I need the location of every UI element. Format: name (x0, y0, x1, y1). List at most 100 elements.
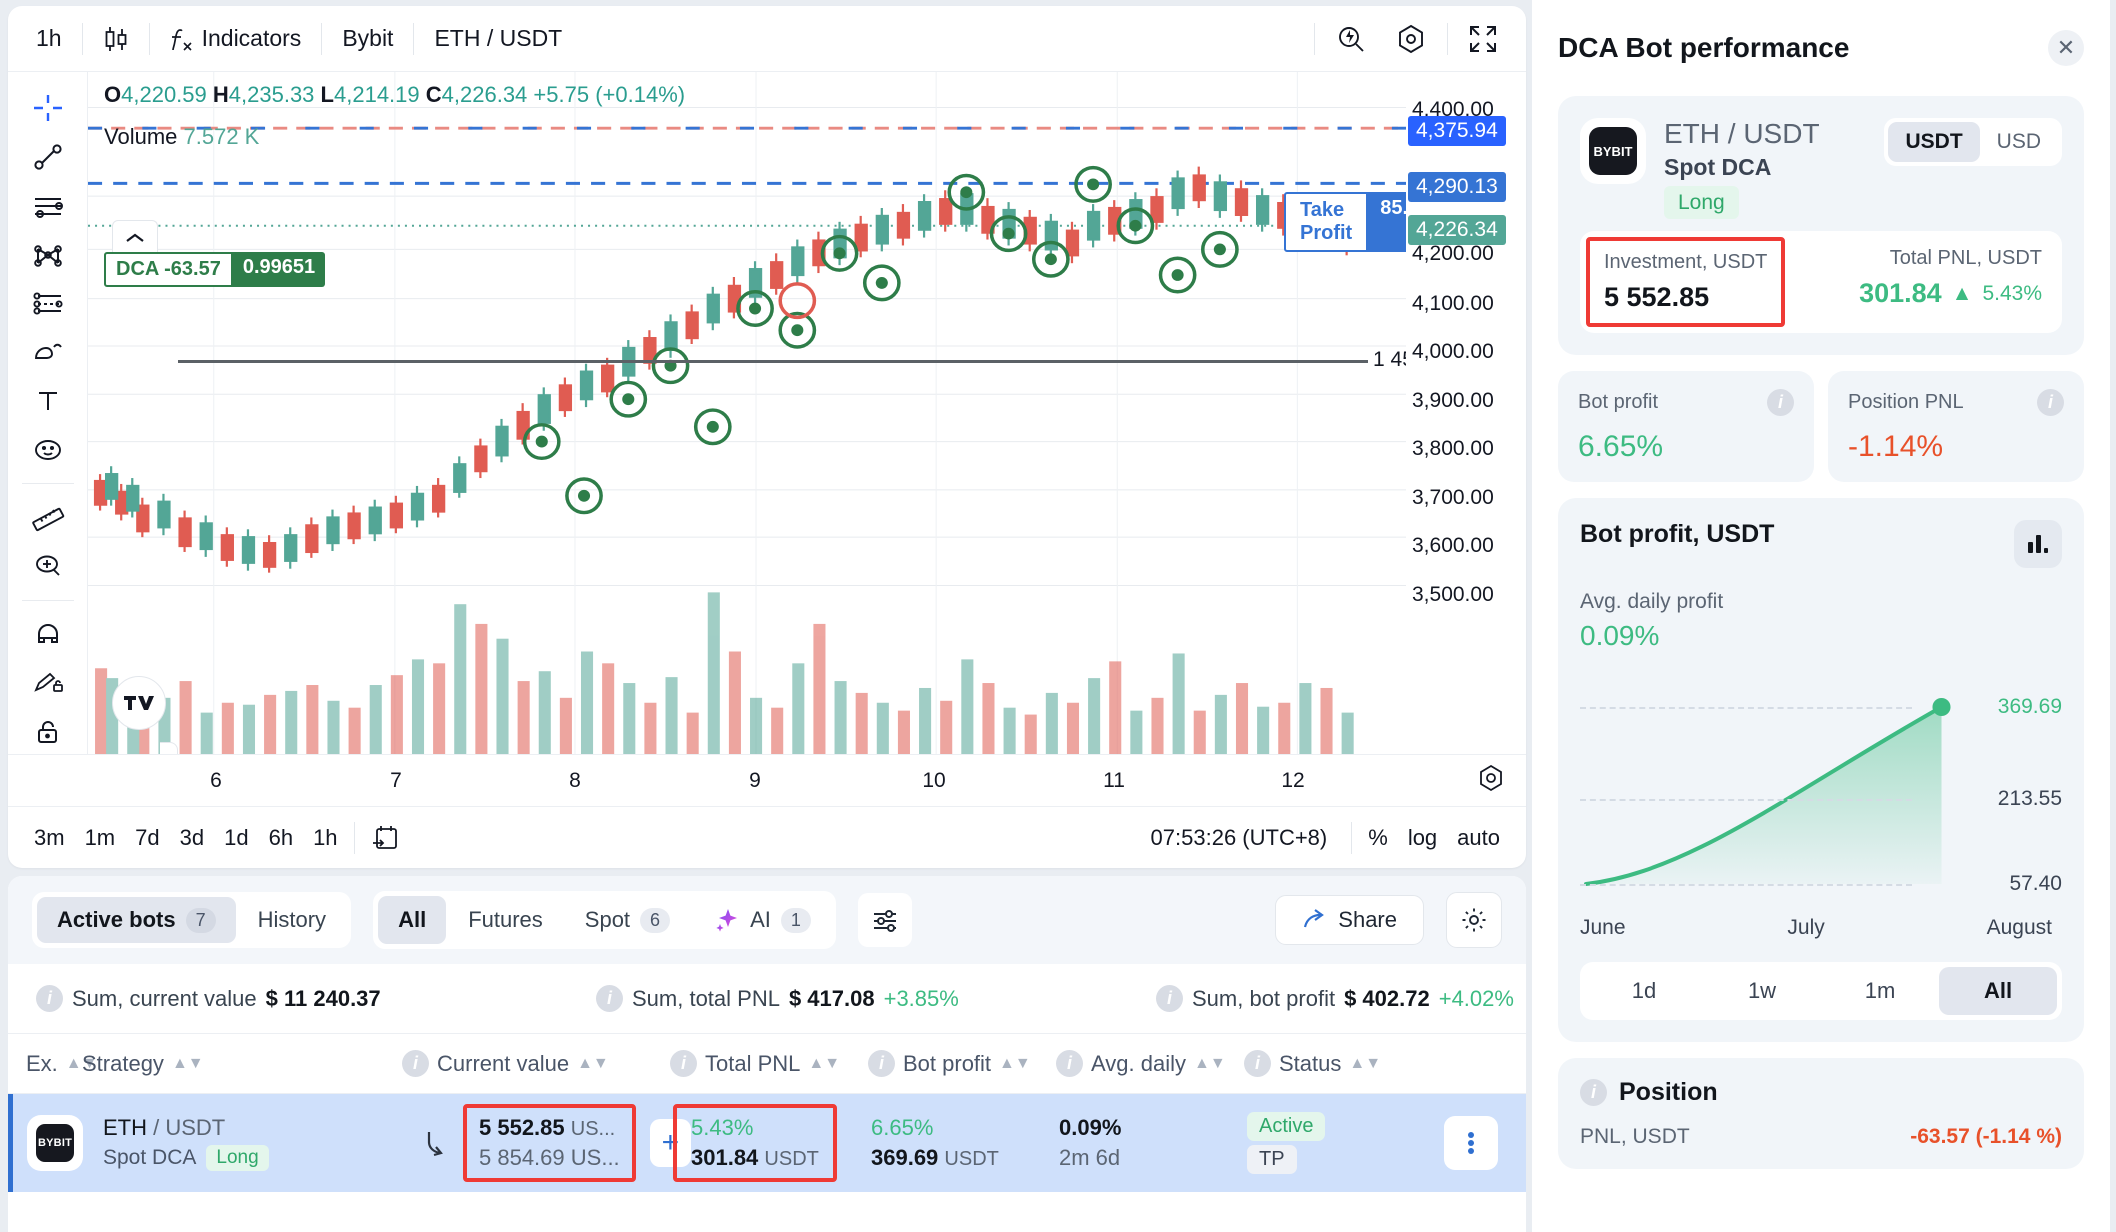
sliders-icon[interactable] (857, 893, 912, 947)
hexagon-settings-icon[interactable] (1381, 15, 1441, 63)
toolbar-divider-2 (148, 22, 150, 55)
info-icon[interactable]: i (2037, 389, 2064, 416)
column-strategy[interactable]: Strategy ▲▼ (82, 1051, 402, 1077)
indicators-button[interactable]: Indicators (156, 17, 316, 61)
panel-side-badge: Long (1664, 186, 1739, 219)
close-icon[interactable]: ✕ (2048, 30, 2084, 66)
trend-line-icon[interactable] (19, 135, 77, 180)
pair-info: ETH / USDT Spot DCA Long (1664, 118, 1820, 219)
brush-icon[interactable] (19, 330, 77, 375)
month-august: August (1986, 916, 2052, 939)
gridline-top (1580, 707, 1912, 709)
info-icon[interactable]: i (1056, 1050, 1083, 1077)
table-row[interactable]: BYBIT ETH / USDT Spot DCA Long (8, 1094, 1526, 1192)
take-profit-label: Take Profit (1284, 192, 1369, 252)
reset-chart-icon[interactable] (1476, 763, 1506, 798)
volume-legend[interactable]: Volume 7.572 K (104, 124, 259, 150)
ruler-icon[interactable] (19, 495, 77, 540)
exchange-button[interactable]: Bybit (342, 25, 394, 51)
emoji-icon[interactable] (19, 428, 77, 473)
filter-futures[interactable]: Futures (468, 907, 543, 932)
pitchfork-icon[interactable] (19, 232, 77, 277)
info-icon[interactable]: i (670, 1050, 697, 1077)
price-axis[interactable]: 4,400.00 4,375.94 4,290.13 4,226.34 4,20… (1406, 72, 1526, 754)
timeframe-1m[interactable]: 1m (84, 824, 116, 850)
collapse-sidebar-handle[interactable] (160, 742, 178, 754)
timeframe-3m[interactable]: 3m (34, 824, 65, 850)
bot-profit-unit: USDT (944, 1148, 999, 1170)
currency-usd[interactable]: USD (1996, 130, 2041, 153)
info-icon[interactable]: i (868, 1050, 895, 1077)
stay-in-drawing-icon[interactable] (19, 660, 77, 705)
column-bot-profit[interactable]: i Bot profit ▲▼ (868, 1050, 1056, 1077)
timeframe-6h[interactable]: 6h (268, 824, 294, 850)
info-icon[interactable]: i (1767, 389, 1794, 416)
toolbar-divider-4 (413, 22, 415, 55)
timeframe-3d[interactable]: 3d (179, 824, 205, 850)
filter-spot[interactable]: Spot 6 (565, 896, 690, 944)
info-icon[interactable]: i (36, 985, 63, 1012)
currency-toggle: USDT USD (1884, 118, 2062, 166)
interval-button[interactable]: 1h (36, 25, 62, 51)
timeframe-1d[interactable]: 1d (224, 824, 249, 850)
kebab-menu-icon[interactable] (1444, 1116, 1498, 1170)
info-icon[interactable]: i (1244, 1050, 1271, 1077)
info-icon[interactable]: i (596, 985, 623, 1012)
range-1m[interactable]: 1m (1864, 978, 1896, 1003)
magnet-icon[interactable] (19, 612, 77, 657)
axis-label: 4,400.00 (1412, 98, 1494, 121)
column-avg-daily[interactable]: i Avg. daily ▲▼ (1056, 1050, 1244, 1077)
ohlc-readout: O4,220.59 H4,235.33 L4,214.19 C4,226.34 … (104, 82, 685, 108)
scale-percent[interactable]: % (1368, 824, 1388, 850)
total-pnl-label: Total PNL, USDT (1889, 247, 2042, 269)
calendar-goto-icon[interactable] (361, 817, 411, 859)
range-1w[interactable]: 1w (1747, 978, 1777, 1003)
take-profit-value: 85.5 (1368, 192, 1406, 252)
timeframe-7d[interactable]: 7d (135, 824, 160, 850)
column-status[interactable]: i Status ▲▼ (1244, 1050, 1381, 1077)
dca-collapse-toggle[interactable] (112, 220, 158, 254)
ohlc-c-label: C (425, 82, 442, 107)
take-profit-tag[interactable]: Take Profit 85.5 (1284, 192, 1406, 252)
timeframe-1h[interactable]: 1h (313, 824, 338, 850)
bots-filters: All Futures Spot 6 (373, 891, 836, 949)
crosshair-icon[interactable] (19, 86, 77, 131)
filter-ai[interactable]: AI 1 (692, 896, 831, 944)
tab-history[interactable]: History (257, 907, 327, 932)
tradingview-logo-icon[interactable] (112, 676, 166, 730)
lightning-search-icon[interactable] (1321, 15, 1381, 63)
fib-retracement-icon[interactable] (19, 281, 77, 326)
panel-pair-quote: / USDT (1727, 118, 1820, 149)
column-total-pnl[interactable]: i Total PNL ▲▼ (670, 1050, 868, 1077)
text-icon[interactable] (19, 379, 77, 424)
range-1d[interactable]: 1d (1631, 978, 1657, 1003)
lock-drawings-icon[interactable] (19, 709, 77, 754)
scale-auto[interactable]: auto (1457, 824, 1500, 850)
tab-active-bots[interactable]: Active bots 7 (37, 897, 236, 943)
share-button[interactable]: Share (1275, 895, 1424, 945)
bot-pair-quote: / USDT (153, 1115, 226, 1140)
info-icon[interactable]: i (402, 1050, 429, 1077)
sort-icon: ▲▼ (65, 1054, 98, 1072)
time-axis[interactable]: 6 7 8 9 10 11 12 (8, 754, 1526, 806)
dca-price-tag[interactable]: DCA -63.57 0.99651 (104, 252, 326, 287)
zoom-in-icon[interactable] (19, 544, 77, 589)
plus-icon[interactable]: + (649, 1119, 691, 1167)
symbol-button[interactable]: ETH / USDT (434, 25, 563, 51)
horizontal-lines-icon[interactable] (19, 184, 77, 229)
filter-all[interactable]: All (378, 896, 447, 944)
scale-log[interactable]: log (1407, 824, 1438, 850)
column-ex[interactable]: Ex. ▲▼ (26, 1051, 97, 1077)
position-title-row: i Position (1580, 1078, 2062, 1107)
info-icon[interactable]: i (1580, 1079, 1607, 1106)
gear-icon[interactable] (1446, 892, 1502, 948)
info-icon[interactable]: i (1156, 985, 1183, 1012)
currency-usdt[interactable]: USDT (1888, 122, 1980, 162)
fullscreen-icon[interactable] (1454, 16, 1512, 62)
chart-plot-area[interactable]: O4,220.59 H4,235.33 L4,214.19 C4,226.34 … (88, 72, 1406, 754)
range-all[interactable]: All (1939, 967, 2057, 1015)
candlestick-icon[interactable] (89, 16, 143, 62)
column-current-value[interactable]: i Current value ▲▼ (402, 1050, 670, 1077)
bar-chart-icon[interactable] (2014, 520, 2062, 568)
x-tick: 12 (1281, 769, 1305, 792)
